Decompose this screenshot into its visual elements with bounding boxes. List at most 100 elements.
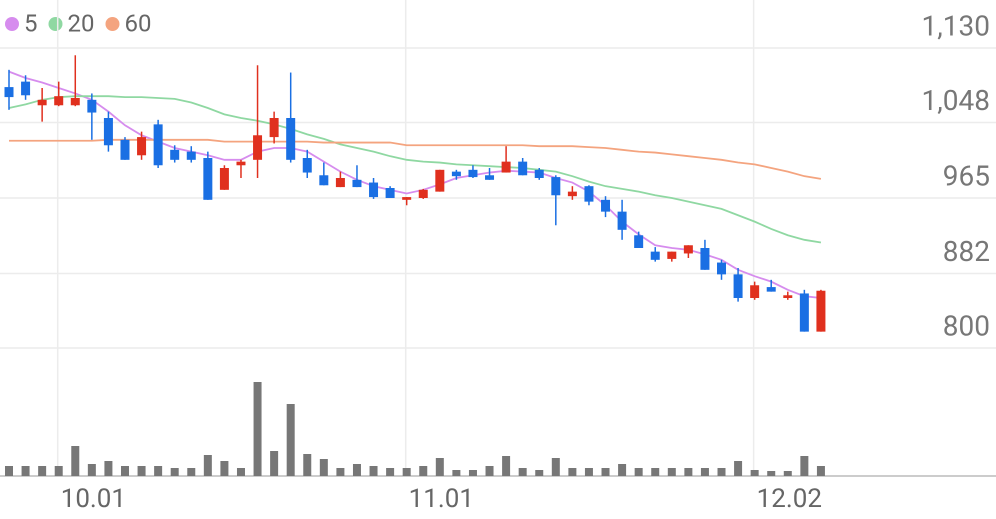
volume-bar: [319, 459, 328, 476]
candle-body: [385, 188, 395, 198]
volume-bar: [286, 404, 295, 476]
candle-body: [153, 124, 163, 166]
candle-body: [435, 169, 445, 192]
ma-line: [9, 138, 822, 180]
candle-body: [551, 177, 561, 196]
legend-label: 20: [68, 9, 95, 37]
volume-bar: [270, 451, 279, 476]
candle-body: [87, 99, 97, 113]
volume-bar: [21, 466, 30, 476]
volume-bar: [336, 468, 345, 476]
candle-body: [103, 118, 113, 146]
candle-body: [601, 199, 611, 212]
volume-bar: [452, 470, 461, 476]
candle-body: [203, 158, 213, 200]
volume-bar: [551, 458, 560, 476]
candle-body: [518, 161, 528, 176]
volume-bar: [684, 468, 693, 476]
candle-body: [766, 287, 776, 292]
candle-body: [302, 158, 312, 173]
volume-bar: [71, 446, 80, 476]
volume-bar: [468, 470, 477, 476]
volume-bar: [154, 466, 163, 476]
volume-bar: [87, 464, 96, 476]
candle-body: [286, 118, 296, 160]
volume-bar: [568, 468, 577, 476]
x-tick-label: 11.01: [409, 484, 474, 514]
candle-body: [335, 178, 345, 188]
legend-label: 60: [124, 9, 151, 37]
x-tick-label: 12.02: [757, 484, 822, 514]
volume-bar: [303, 454, 312, 476]
legend: 5 20 60: [5, 9, 151, 37]
candle-body: [451, 171, 461, 177]
candle-body: [369, 182, 379, 198]
volume-bar: [38, 466, 47, 476]
volume-bar: [535, 470, 544, 476]
volume-bar: [352, 464, 361, 476]
y-tick-label: 965: [943, 159, 990, 192]
volume-bar: [734, 461, 743, 476]
volume-bar: [634, 468, 643, 476]
volume-bar: [5, 466, 13, 476]
volume-bar: [137, 466, 146, 476]
candle-body: [617, 211, 627, 230]
candle-body: [418, 189, 428, 198]
candle-body: [816, 290, 826, 332]
volume-bar: [502, 456, 511, 476]
candle-body: [402, 197, 412, 200]
volume-bar: [203, 455, 212, 476]
y-tick-label: 1,130: [922, 9, 990, 42]
volume-bar: [651, 468, 660, 476]
candle-body: [650, 251, 660, 260]
candle-body: [120, 139, 130, 160]
candle-body: [534, 169, 544, 178]
volume-bar: [402, 468, 411, 476]
volume-bar: [435, 458, 444, 476]
candle-body: [700, 248, 710, 270]
volume-bar: [369, 466, 378, 476]
volume-bar: [767, 471, 776, 476]
volume-bar: [253, 382, 262, 476]
legend-marker: [105, 17, 120, 31]
legend-marker: [5, 17, 19, 31]
volume-bar: [800, 456, 809, 476]
candle-body: [352, 179, 362, 188]
candle-body: [54, 96, 64, 106]
candle-body: [683, 245, 693, 254]
candle-body: [137, 137, 147, 156]
x-tick-label: 10.01: [61, 484, 126, 514]
volume-bar: [783, 471, 792, 476]
volume-bar: [236, 468, 245, 476]
volume-bar: [120, 466, 129, 476]
candle-body: [783, 295, 793, 298]
candle-body: [70, 98, 80, 106]
candle-body: [717, 262, 727, 275]
candle-body: [319, 175, 329, 186]
candle-body: [170, 149, 180, 160]
ma-line: [8, 95, 822, 244]
candle-body: [253, 135, 263, 160]
candle-body: [667, 251, 677, 259]
volume-bar: [104, 461, 113, 476]
candle-body: [567, 191, 577, 197]
candle-body: [584, 186, 594, 202]
volume-bar: [170, 468, 179, 476]
candle-body: [269, 118, 279, 138]
volume-bar: [386, 468, 395, 476]
candle-body: [4, 87, 14, 98]
volume-bar: [187, 468, 196, 476]
volume-bar: [419, 466, 428, 476]
candle-body: [634, 235, 644, 248]
volume-bar: [220, 461, 229, 476]
volume-bar: [717, 468, 726, 476]
volume-bar: [485, 466, 494, 476]
candle-body: [733, 274, 743, 298]
volume-bar: [700, 468, 709, 476]
candle-body: [37, 99, 47, 106]
volume-bar: [667, 468, 676, 476]
y-tick-label: 800: [943, 309, 990, 342]
volume-bar: [54, 466, 63, 476]
candle-body: [468, 169, 478, 178]
